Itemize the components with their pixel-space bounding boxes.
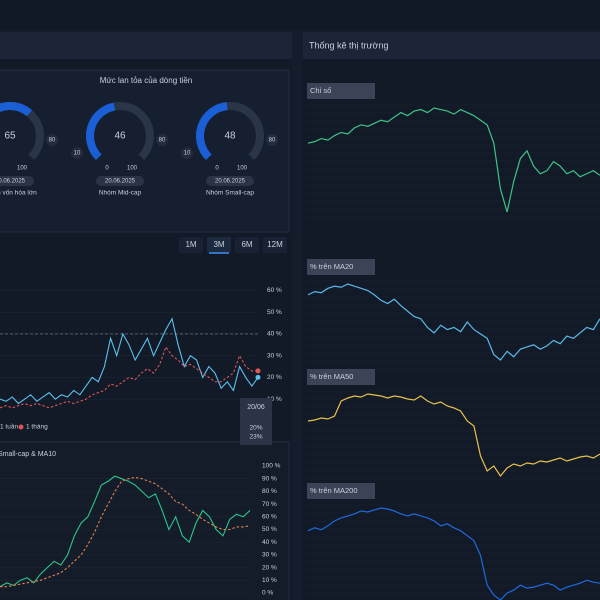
mini-title-bg: [307, 83, 375, 99]
y-tick-label: 30 %: [262, 552, 277, 559]
gauge-date: 20.06.2025: [105, 179, 136, 185]
y-tick-label: 70 %: [262, 501, 277, 508]
period-button[interactable]: [207, 237, 231, 253]
period-button[interactable]: [235, 237, 259, 253]
date-pill: [0, 176, 34, 186]
series-line: [307, 107, 600, 213]
gauge-max: 100: [237, 166, 248, 172]
period-button[interactable]: [179, 237, 203, 253]
tooltip-date: 20/06: [247, 404, 265, 411]
last-point: [255, 374, 261, 380]
tooltip-value: 20%: [249, 425, 262, 432]
date-pill: [96, 176, 144, 186]
gauge-fill: [196, 102, 228, 161]
chart2-box: [0, 441, 290, 600]
y-tick-label: 30 %: [267, 352, 282, 359]
top-bar: [0, 0, 600, 30]
gauge-value: 65: [4, 131, 16, 142]
y-tick-label: 20 %: [267, 374, 282, 381]
y-tick-label: 40 %: [262, 539, 277, 546]
series-line: [0, 476, 251, 588]
tooltip-value: 23%: [249, 434, 262, 441]
y-tick-label: 60 %: [262, 514, 277, 521]
y-tick-label: 90 %: [262, 475, 277, 482]
series-line: [307, 283, 600, 361]
series-line: [0, 317, 259, 405]
gauge-max: 100: [17, 166, 28, 172]
gauge-fill: [0, 102, 33, 117]
period-button[interactable]: [263, 237, 287, 253]
threshold-high: 80: [269, 138, 276, 144]
gauge-value: 46: [114, 131, 126, 142]
y-tick-label: 10 %: [262, 577, 277, 584]
gauge-value: 48: [224, 131, 236, 142]
chart-title: Nhóm Small-cap & MA10: [0, 451, 56, 458]
legend-label: 1 tuần: [0, 422, 18, 431]
threshold-badge: [71, 147, 83, 159]
threshold-high: 80: [49, 138, 56, 144]
mini-title: % trên MA200: [310, 486, 358, 495]
y-tick-label: 80 %: [262, 488, 277, 495]
period-label[interactable]: 1M: [185, 240, 196, 249]
gauge-name: Nhóm Small-cap: [206, 190, 254, 197]
panel-title: Thống kê thị trường: [309, 40, 388, 50]
threshold-low: 10: [74, 151, 81, 157]
right-header: [303, 32, 600, 59]
series-line: [307, 507, 600, 600]
mini-title-bg: [307, 369, 375, 385]
y-tick-label: 100 %: [262, 463, 281, 470]
period-label[interactable]: 6M: [241, 240, 252, 249]
legend-dot: [18, 424, 24, 430]
gauge-min: 0: [105, 166, 109, 172]
threshold-low: 10: [184, 151, 191, 157]
gauge-date: 20.06.2025: [0, 179, 26, 185]
gauge-box: [0, 69, 290, 233]
last-point: [255, 368, 261, 374]
series-line: [307, 393, 600, 478]
legend-label: 1 tháng: [26, 424, 48, 431]
mini-title: Chỉ số: [310, 86, 332, 95]
period-label[interactable]: 3M: [213, 240, 224, 249]
tooltip: [240, 398, 272, 445]
mini-title-bg: [307, 259, 375, 275]
right-panel: [303, 32, 600, 600]
gauge-date: 20.06.2025: [215, 179, 246, 185]
mini-title-bg: [307, 483, 375, 499]
left-header: [0, 32, 292, 59]
date-pill: [206, 176, 254, 186]
gauge-max: 100: [127, 166, 138, 172]
threshold-badge: [266, 134, 278, 146]
gauge-min: 0: [215, 166, 219, 172]
threshold-badge: [156, 134, 168, 146]
gauge-fill: [86, 102, 116, 161]
y-tick-label: 50 %: [262, 526, 277, 533]
gauge-name: Nhóm vốn hóa lớn: [0, 188, 37, 197]
y-tick-label: 60 %: [267, 287, 282, 294]
y-tick-label: 0 %: [262, 590, 273, 597]
threshold-high: 80: [159, 138, 166, 144]
period-label[interactable]: 12M: [267, 240, 283, 249]
y-tick-label: 20 %: [262, 564, 277, 571]
gauge-name: Nhóm Mid-cap: [99, 190, 142, 197]
y-tick-label: 50 %: [267, 309, 282, 316]
y-tick-label: 10 %: [267, 396, 282, 403]
threshold-badge: [46, 134, 58, 146]
series-line: [0, 345, 258, 409]
gauge-title: Mức lan tỏa của dòng tiền: [100, 76, 193, 85]
y-tick-label: 40 %: [267, 331, 282, 338]
mini-title: % trên MA50: [310, 372, 353, 381]
threshold-badge: [181, 147, 193, 159]
mini-title: % trên MA20: [310, 262, 353, 271]
